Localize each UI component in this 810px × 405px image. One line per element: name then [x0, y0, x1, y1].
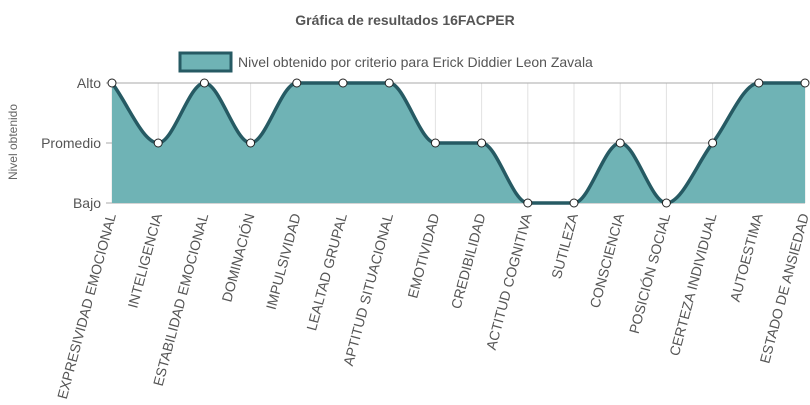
data-point[interactable]	[661, 198, 671, 208]
chart-title: Gráfica de resultados 16FACPER	[295, 12, 514, 28]
x-tick-label: CONSCIENCIA	[586, 211, 627, 310]
x-axis-ticks: EXPRESIVIDAD EMOCIONAL INTELIGENCIAESTABI…	[54, 211, 810, 401]
x-tick-label: POSICIÓN SOCIAL	[626, 211, 674, 335]
data-point[interactable]	[430, 138, 440, 148]
x-tick-label: EMOTIVIDAD	[404, 212, 442, 300]
x-tick-label: INTELIGENCIA	[124, 211, 165, 310]
x-tick-label: DOMINACIÓN	[218, 212, 257, 304]
data-point[interactable]	[523, 198, 533, 208]
x-tick-label: IMPULSIVIDAD	[263, 212, 304, 312]
y-axis-title: Nivel obtenido	[6, 104, 20, 180]
data-point[interactable]	[246, 138, 256, 148]
y-tick-label: Alto	[77, 75, 101, 91]
x-tick-label: APTITUD SITUACIONAL	[340, 211, 396, 367]
data-point[interactable]	[292, 78, 302, 88]
data-point[interactable]	[384, 78, 394, 88]
x-tick-label: ESTADO DE ANSIEDAD	[756, 212, 810, 365]
y-tick-label: Bajo	[73, 195, 101, 211]
series-line	[110, 81, 805, 205]
x-tick-label: CREDIBILIDAD	[448, 212, 489, 311]
x-tick-label: AUTOESTIMA	[727, 211, 766, 303]
data-point[interactable]	[107, 78, 117, 88]
data-point[interactable]	[153, 138, 163, 148]
y-axis-ticks: Bajo Promedio Alto	[41, 75, 101, 211]
y-tick-label: Promedio	[41, 135, 101, 151]
data-point[interactable]	[569, 198, 579, 208]
x-tick-label: ACTITUD COGNITIVA	[483, 211, 535, 352]
legend[interactable]: Nivel obtenido por criterio para Erick D…	[178, 51, 593, 73]
x-tick-label: SUTILEZA	[548, 211, 581, 280]
legend-label: Nivel obtenido por criterio para Erick D…	[238, 54, 593, 70]
data-point[interactable]	[708, 138, 718, 148]
x-tick-label: CERTEZA INDIVIDUAL	[666, 211, 719, 357]
data-point[interactable]	[800, 78, 810, 88]
data-point[interactable]	[754, 78, 764, 88]
legend-swatch	[178, 51, 233, 73]
x-tick-label: LEALTAD GRUPAL	[303, 211, 350, 332]
data-point[interactable]	[199, 78, 209, 88]
data-point[interactable]	[477, 138, 487, 148]
data-point[interactable]	[615, 138, 625, 148]
x-tick-label: EXPRESIVIDAD EMOCIONAL	[54, 211, 119, 400]
data-point[interactable]	[338, 78, 348, 88]
plot-area	[110, 81, 805, 205]
data-points	[107, 78, 810, 208]
